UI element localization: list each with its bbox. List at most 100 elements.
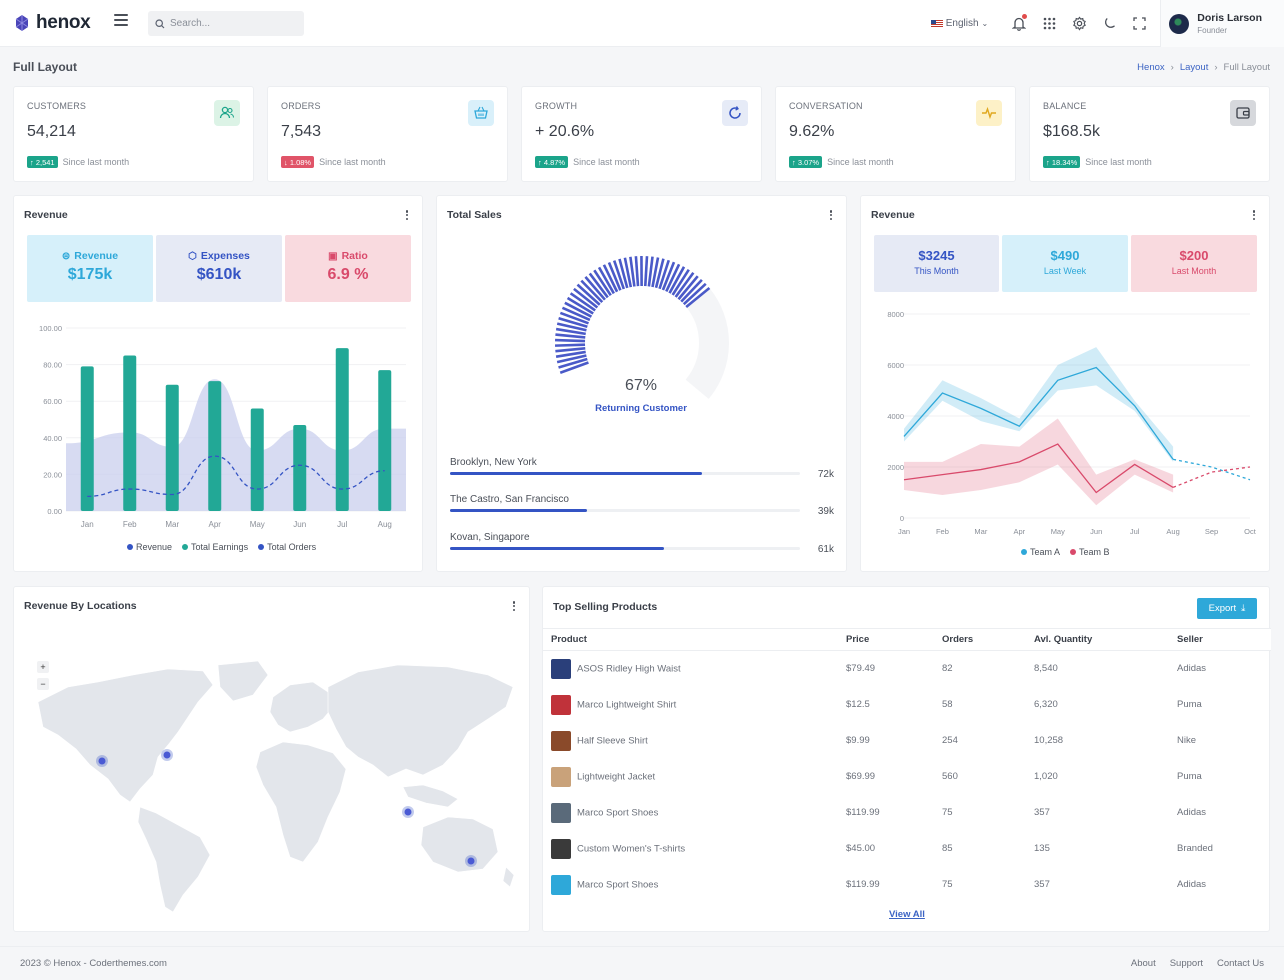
gauge-track	[685, 288, 729, 399]
brand-logo[interactable]: henox	[14, 12, 91, 34]
col-header-price[interactable]: Price	[838, 628, 934, 651]
export-button[interactable]: Export ⤓	[1197, 598, 1257, 619]
product-name[interactable]: Marco Lightweight Shirt	[577, 699, 677, 711]
quantity-cell: 135	[1034, 843, 1050, 854]
bar-total-earnings[interactable]	[335, 348, 349, 511]
theme-toggle-button[interactable]	[1094, 0, 1124, 47]
table-row[interactable]: ASOS Ridley High Waist $79.49 82 8,540 A…	[543, 651, 1271, 687]
gauge-tick	[559, 311, 589, 325]
gauge-tick	[558, 316, 588, 329]
product-name[interactable]: Marco Sport Shoes	[577, 807, 659, 819]
legend-item-team-a[interactable]: Team A	[1021, 547, 1060, 557]
apps-button[interactable]	[1034, 0, 1064, 47]
footer-link-support[interactable]: Support	[1169, 958, 1203, 969]
gauge-tick	[597, 266, 615, 295]
card-menu-button[interactable]	[402, 209, 412, 221]
product-name[interactable]: Custom Women's T-shirts	[577, 843, 686, 855]
returning-customer-gauge	[555, 255, 729, 399]
col-header-product[interactable]: Product	[543, 628, 838, 651]
stat-value: 54,214	[27, 123, 76, 140]
product-name[interactable]: Marco Sport Shoes	[577, 879, 659, 891]
card-menu-button[interactable]	[509, 600, 519, 612]
bar-total-earnings[interactable]	[208, 381, 222, 511]
bar-total-earnings[interactable]	[123, 355, 137, 511]
table-row[interactable]: Custom Women's T-shirts $45.00 85 135 Br…	[543, 831, 1271, 867]
zoom-out-button[interactable]: −	[37, 678, 49, 690]
gauge-caption: Returning Customer	[595, 403, 687, 414]
orders-cell: 560	[942, 771, 958, 782]
avatar	[1169, 13, 1190, 34]
zoom-in-button[interactable]: +	[37, 661, 49, 673]
total-sales-card: Total Sales 67% Returning Customer Brook…	[436, 195, 847, 572]
user-menu[interactable]: Doris Larson Founder	[1160, 0, 1284, 47]
y-tick-label: 40.00	[43, 434, 62, 443]
search-input[interactable]	[170, 18, 300, 29]
quantity-cell: 10,258	[1034, 735, 1064, 746]
product-name[interactable]: Lightweight Jacket	[577, 771, 656, 783]
bar-total-earnings[interactable]	[378, 370, 392, 511]
col-header-quantity[interactable]: Avl. Quantity	[1026, 628, 1169, 651]
pulse-icon	[982, 106, 996, 120]
legend-item-revenue[interactable]: Revenue	[127, 542, 172, 552]
gauge-tick	[661, 261, 676, 291]
table-row[interactable]: Lightweight Jacket $69.99 560 1,020 Puma	[543, 759, 1271, 795]
legend-item-orders[interactable]: Total Orders	[258, 542, 316, 552]
col-header-orders[interactable]: Orders	[934, 628, 1026, 651]
view-all-link[interactable]: View All	[889, 909, 925, 920]
orders-cell: 75	[942, 807, 953, 818]
x-tick-label: Jul	[337, 520, 347, 529]
stat-card-conversation: CONVERSATION 9.62% ↑ 3.07% Since last mo…	[775, 86, 1016, 182]
breadcrumb-link-henox[interactable]: Henox	[1137, 62, 1165, 73]
col-header-seller[interactable]: Seller	[1169, 628, 1271, 651]
fullscreen-button[interactable]	[1124, 0, 1154, 47]
language-selector[interactable]: English ⌄	[930, 18, 988, 29]
product-thumbnail	[551, 838, 571, 859]
bar-total-earnings[interactable]	[165, 384, 179, 511]
expenses-box: ⬡ Expenses $610k	[156, 235, 282, 302]
gauge-tick	[668, 266, 686, 294]
map-region-greenland	[217, 660, 269, 702]
location-value: 72k	[817, 469, 834, 480]
price-cell: $12.5	[846, 699, 870, 710]
breadcrumb-link-layout[interactable]: Layout	[1179, 62, 1209, 73]
settings-button[interactable]	[1064, 0, 1094, 47]
quantity-cell: 8,540	[1034, 663, 1058, 675]
product-name[interactable]: ASOS Ridley High Waist	[577, 663, 681, 675]
card-menu-button[interactable]	[1249, 209, 1259, 221]
gauge-tick	[588, 272, 609, 299]
footer-link-about[interactable]: About	[1130, 958, 1156, 969]
menu-toggle-button[interactable]	[114, 14, 128, 28]
quantity-cell: 1,020	[1034, 771, 1058, 782]
y-tick-label: 0	[900, 514, 904, 523]
y-tick-label: 60.00	[43, 397, 62, 406]
bar-total-earnings[interactable]	[250, 408, 264, 511]
legend-item-earnings[interactable]: Total Earnings	[182, 542, 248, 552]
gauge-tick	[558, 357, 588, 369]
bar-total-earnings[interactable]	[80, 366, 94, 511]
search-icon	[155, 18, 165, 28]
gauge-tick	[569, 292, 596, 312]
last-month-box: $200 Last Month	[1131, 235, 1257, 292]
ratio-box-value: 6.9 %	[327, 266, 369, 283]
card-menu-button[interactable]	[826, 209, 836, 221]
band-team-a	[904, 347, 1174, 462]
location-name: Brooklyn, New York	[450, 457, 537, 468]
product-name[interactable]: Half Sleeve Shirt	[577, 735, 648, 747]
y-tick-label: 80.00	[43, 361, 62, 370]
table-row[interactable]: Half Sleeve Shirt $9.99 254 10,258 Nike	[543, 723, 1271, 759]
stat-footer: ↑ 4.87% Since last month	[535, 156, 640, 168]
seller-cell: Adidas	[1177, 807, 1207, 818]
x-tick-label: Jul	[1130, 527, 1140, 536]
stat-since: Since last month	[573, 157, 640, 167]
table-row[interactable]: Marco Sport Shoes $119.99 75 357 Adidas	[543, 867, 1271, 903]
legend-item-team-b[interactable]: Team B	[1070, 547, 1110, 557]
notifications-button[interactable]	[1004, 0, 1034, 47]
bar-total-earnings[interactable]	[293, 424, 307, 511]
trend-badge: ↑ 4.87%	[535, 156, 569, 168]
x-tick-label: Jun	[1090, 527, 1102, 536]
stat-icon-box	[976, 100, 1002, 126]
table-row[interactable]: Marco Sport Shoes $119.99 75 357 Adidas	[543, 795, 1271, 831]
gauge-tick	[634, 256, 640, 287]
table-row[interactable]: Marco Lightweight Shirt $12.5 58 6,320 P…	[543, 687, 1271, 723]
footer-link-contact[interactable]: Contact Us	[1217, 958, 1264, 969]
